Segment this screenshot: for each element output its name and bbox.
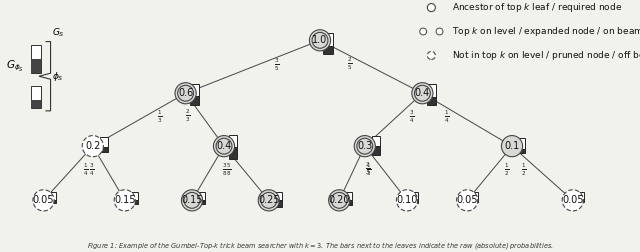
Text: Figure 1: Example of the Gumbel-Top-$k$ trick beam searcher with $k=3$. The bars: Figure 1: Example of the Gumbel-Top-$k$ …	[86, 240, 554, 251]
Bar	[346, 200, 352, 205]
Ellipse shape	[258, 190, 280, 211]
Bar	[31, 86, 41, 108]
Bar	[229, 147, 237, 159]
Bar	[577, 199, 584, 202]
Ellipse shape	[82, 136, 104, 157]
Bar	[577, 192, 584, 202]
Text: 0.05: 0.05	[456, 195, 478, 205]
Bar	[472, 199, 478, 202]
Text: 0.4: 0.4	[415, 88, 430, 98]
Bar	[31, 59, 41, 73]
Ellipse shape	[114, 190, 136, 211]
Text: $\frac{3}{5}$: $\frac{3}{5}$	[274, 56, 280, 73]
Text: 0.3: 0.3	[357, 141, 372, 151]
Bar	[100, 137, 108, 152]
Text: 0.05: 0.05	[33, 195, 54, 205]
Bar	[131, 200, 138, 204]
Text: 0.15: 0.15	[181, 195, 203, 205]
Bar	[472, 192, 478, 202]
Text: 0.10: 0.10	[396, 195, 418, 205]
Ellipse shape	[436, 28, 443, 35]
Text: 0.05: 0.05	[562, 195, 584, 205]
Ellipse shape	[181, 190, 203, 211]
Bar	[412, 199, 418, 203]
Bar	[191, 96, 198, 105]
Ellipse shape	[175, 83, 196, 104]
Bar	[372, 136, 380, 155]
Ellipse shape	[420, 28, 427, 35]
Text: $G_S$: $G_S$	[52, 26, 65, 39]
Bar	[229, 135, 237, 159]
Text: $\frac{2}{5}$: $\frac{2}{5}$	[347, 56, 352, 72]
Bar	[346, 192, 352, 205]
Text: $\frac{1}{2}$: $\frac{1}{2}$	[521, 162, 527, 178]
Ellipse shape	[562, 190, 584, 211]
Text: 0.1: 0.1	[504, 141, 520, 151]
Ellipse shape	[415, 85, 430, 101]
Bar	[517, 149, 525, 153]
Bar	[198, 200, 205, 204]
Text: $\frac{2}{3}$: $\frac{2}{3}$	[365, 161, 371, 177]
Text: 0.20: 0.20	[328, 195, 350, 205]
Bar	[517, 138, 525, 153]
Ellipse shape	[428, 51, 435, 59]
Text: 0.6: 0.6	[178, 88, 193, 98]
Bar	[191, 84, 198, 105]
Text: 0.25: 0.25	[258, 195, 280, 205]
Bar	[31, 45, 41, 73]
Ellipse shape	[412, 83, 433, 104]
Text: $\frac{3}{4}$: $\frac{3}{4}$	[90, 161, 95, 178]
Ellipse shape	[216, 138, 232, 154]
Text: $\frac{1}{3}$: $\frac{1}{3}$	[366, 162, 371, 178]
Text: $\frac{3}{8}$: $\frac{3}{8}$	[222, 161, 227, 178]
Text: $\frac{1}{4}$: $\frac{1}{4}$	[444, 109, 449, 125]
Text: Not in top $k$ on level / pruned node / off beam: Not in top $k$ on level / pruned node / …	[452, 49, 640, 62]
Text: $\frac{1}{3}$: $\frac{1}{3}$	[157, 109, 163, 125]
Ellipse shape	[354, 136, 376, 157]
Ellipse shape	[357, 138, 372, 154]
Text: $\frac{5}{8}$: $\frac{5}{8}$	[226, 162, 232, 178]
Ellipse shape	[428, 4, 435, 12]
Bar	[323, 46, 333, 54]
Bar	[412, 192, 418, 203]
Text: $\frac{1}{2}$: $\frac{1}{2}$	[504, 162, 510, 178]
Bar	[372, 146, 380, 155]
Bar	[31, 101, 41, 108]
Text: Top $k$ on level / expanded node / on beam: Top $k$ on level / expanded node / on be…	[452, 25, 640, 38]
Ellipse shape	[178, 85, 193, 101]
Bar	[428, 84, 436, 105]
Text: $G_{\phi_S}$: $G_{\phi_S}$	[6, 58, 24, 73]
Bar	[275, 192, 282, 207]
Bar	[131, 192, 138, 204]
Text: Ancestor of top $k$ leaf / required node: Ancestor of top $k$ leaf / required node	[452, 1, 622, 14]
Text: $\frac{2}{3}$: $\frac{2}{3}$	[185, 108, 191, 124]
Text: $\frac{1}{4}$: $\frac{1}{4}$	[83, 162, 89, 178]
Bar	[50, 192, 56, 203]
Ellipse shape	[332, 193, 347, 208]
Ellipse shape	[213, 136, 235, 157]
Text: $\frac{3}{4}$: $\frac{3}{4}$	[410, 108, 415, 124]
Ellipse shape	[309, 30, 331, 51]
Ellipse shape	[261, 193, 276, 208]
Ellipse shape	[456, 190, 478, 211]
Bar	[100, 147, 108, 152]
Text: 0.4: 0.4	[216, 141, 232, 151]
Ellipse shape	[328, 190, 350, 211]
Ellipse shape	[184, 193, 200, 208]
Ellipse shape	[312, 33, 328, 48]
Ellipse shape	[33, 190, 54, 211]
Bar	[198, 192, 205, 204]
Bar	[323, 33, 333, 54]
Bar	[428, 97, 436, 105]
Ellipse shape	[501, 136, 523, 157]
Bar	[50, 200, 56, 203]
Text: 0.2: 0.2	[85, 141, 100, 151]
Text: $\phi_S$: $\phi_S$	[52, 70, 64, 83]
Bar	[275, 200, 282, 207]
Ellipse shape	[396, 190, 418, 211]
Text: 0.15: 0.15	[114, 195, 136, 205]
Text: 1.0: 1.0	[312, 35, 328, 45]
